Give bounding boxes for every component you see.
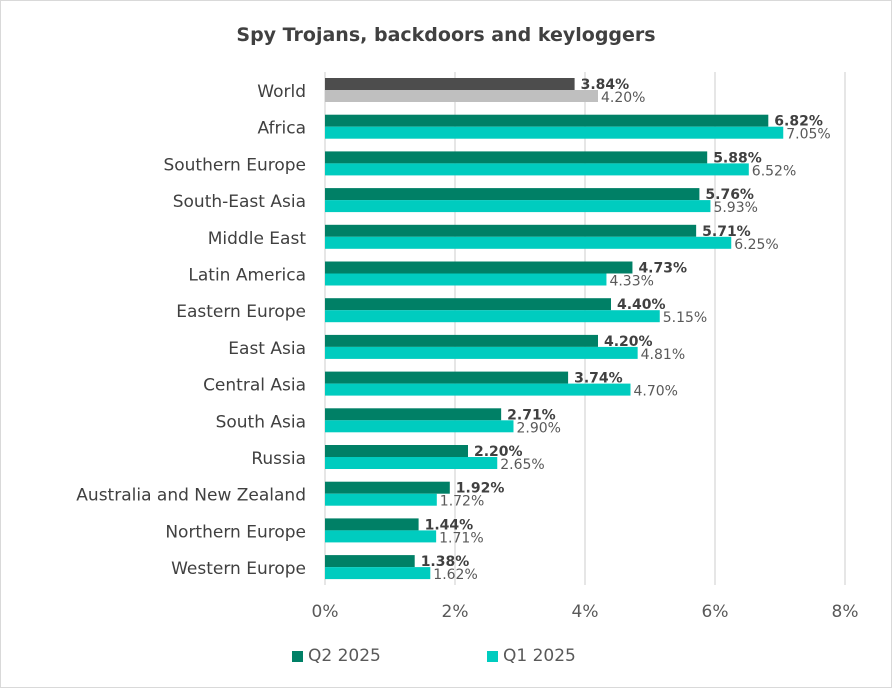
data-label-q1: 1.72% [440,494,484,510]
category-label: Central Asia [203,376,306,396]
category-label: Southern Europe [163,155,306,175]
data-label-q2: 5.71% [702,224,751,240]
bar-q2 [325,371,569,384]
bar-q1 [325,567,431,580]
x-tick-label: 0% [312,602,339,622]
data-label-q1: 2.65% [500,457,544,473]
x-tick-label: 6% [702,602,729,622]
data-label-q2: 5.76% [705,187,754,203]
data-label-q1: 4.20% [601,90,645,106]
data-label-q2: 4.20% [604,334,653,350]
bar-q2 [325,151,708,164]
data-label-q1: 7.05% [786,127,830,143]
bar-q2 [325,188,700,201]
category-label: Russia [251,449,306,469]
bar-q2 [325,445,468,457]
category-label: Eastern Europe [176,302,306,322]
bar-q2 [325,78,575,90]
data-label-q2: 1.38% [421,554,470,570]
bar-q1 [325,310,660,323]
category-label: Latin America [188,266,306,286]
category-label: Middle East [208,229,307,249]
bar-q2 [325,261,633,274]
legend-item-q2: Q2 2025 [292,646,381,666]
x-tick-label: 8% [832,602,859,622]
bar-q2 [325,298,611,311]
bar-q1 [325,126,784,139]
bar-q1 [325,420,514,433]
bar-q1 [325,90,598,102]
chart-title: Spy Trojans, backdoors and keyloggers [236,24,656,46]
data-label-q2: 4.40% [617,297,666,313]
data-label-q1: 6.52% [752,163,796,179]
bar-q2 [325,408,502,421]
bar-q2 [325,224,697,237]
data-label-q2: 3.84% [581,77,630,93]
category-label: South-East Asia [173,192,306,212]
data-label-q2: 3.74% [574,371,623,387]
bar-q2 [325,518,419,531]
data-label-q1: 6.25% [734,237,778,253]
bar-q1 [325,493,437,506]
data-label-q2: 5.88% [713,150,762,166]
bar-q2 [325,334,598,347]
legend-label-q1: Q1 2025 [503,646,576,666]
bar-q2 [325,555,415,568]
data-label-q2: 1.92% [456,481,505,497]
bar-q1 [325,236,732,249]
data-label-q1: 2.90% [517,420,561,436]
category-label: South Asia [216,412,306,432]
data-label-q1: 4.70% [634,384,678,400]
bar-q1 [325,163,749,176]
data-label-q1: 1.71% [439,530,483,546]
legend-swatch-q1 [487,650,498,662]
bar-q1 [325,273,607,286]
bar-q1 [325,530,437,543]
x-tick-label: 2% [442,602,469,622]
legend-item-q1: Q1 2025 [487,646,576,666]
category-label: Northern Europe [165,522,306,542]
data-label-q2: 4.73% [638,261,687,277]
data-label-q1: 4.33% [609,274,653,290]
bar-q1 [325,346,638,359]
data-label-q2: 2.20% [474,444,523,460]
bar-q1 [325,457,498,469]
data-label-q2: 1.44% [425,517,474,533]
data-label-q2: 6.82% [774,114,823,130]
category-label: Africa [258,119,307,139]
bar-q1 [325,200,711,213]
data-label-q1: 5.93% [713,200,757,216]
data-label-q2: 2.71% [507,407,556,423]
category-label: East Asia [228,339,306,359]
category-label: Western Europe [171,559,306,579]
bar-q2 [325,481,450,494]
data-label-q1: 4.81% [641,347,685,363]
bar-q2 [325,114,769,127]
legend-label-q2: Q2 2025 [308,646,381,666]
legend-swatch-q2 [292,650,303,662]
data-label-q1: 1.62% [433,567,477,583]
category-label: World [257,82,306,102]
x-tick-label: 4% [572,602,599,622]
data-label-q1: 5.15% [663,310,707,326]
category-label: Australia and New Zealand [76,486,306,506]
bar-q1 [325,383,631,396]
